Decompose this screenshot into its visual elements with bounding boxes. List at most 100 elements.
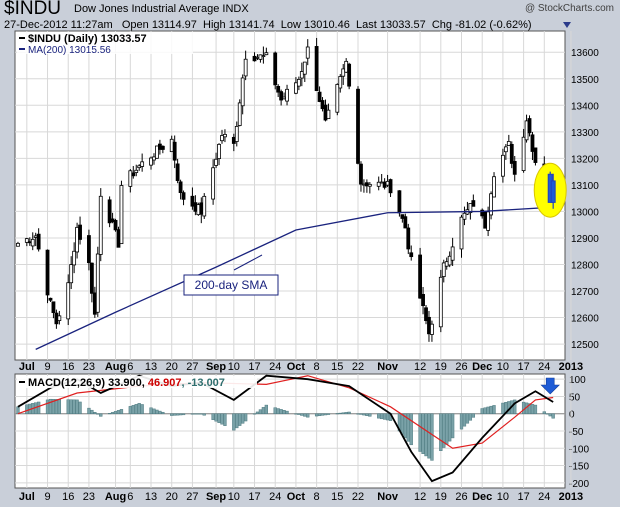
candle-body <box>214 158 218 166</box>
histogram-bar <box>202 413 206 416</box>
candle-body <box>223 133 227 138</box>
histogram-bar <box>152 408 156 414</box>
macd-legend: MACD(12,26,9) 33.900, 46.907, -13.007 <box>17 376 257 389</box>
candle-body <box>527 118 532 134</box>
histogram-bar <box>480 408 484 414</box>
histogram-bar <box>409 413 413 446</box>
histogram-bar <box>199 413 203 415</box>
x-tick-label-macd: Aug <box>105 491 126 503</box>
quote-date: 27-Dec-2012 11:27am <box>4 19 113 31</box>
candle-body <box>509 143 514 164</box>
price-tick-label: 13300 <box>571 128 599 139</box>
candle-body <box>397 190 402 214</box>
histogram-bar <box>320 413 325 416</box>
candle-body <box>314 46 319 92</box>
price-tick-label: 12600 <box>571 314 599 325</box>
candle-body <box>364 182 369 187</box>
histogram-bar <box>400 413 405 435</box>
candle-body <box>95 253 100 313</box>
histogram-bar <box>220 413 224 425</box>
macd-legend-bg <box>17 376 257 388</box>
candles <box>16 37 556 342</box>
x-tick-label-macd: 19 <box>435 491 447 503</box>
x-tick-label-macd: 22 <box>352 491 364 503</box>
candle-body <box>234 125 239 142</box>
histogram-bar <box>181 413 186 416</box>
histogram-bar <box>273 407 277 414</box>
x-tick-label-macd: 10 <box>228 491 240 503</box>
candle-body <box>172 141 177 161</box>
last-value: 13033.57 <box>379 19 426 31</box>
histogram-bar <box>445 413 449 445</box>
x-tick-label-macd: 15 <box>331 491 343 503</box>
down-arrow-icon <box>540 377 560 395</box>
candle-body <box>524 120 529 141</box>
candle-body <box>202 195 207 217</box>
price-tick-label: 13500 <box>571 75 599 86</box>
histogram-bar <box>548 413 552 417</box>
low-label: Low <box>280 19 301 31</box>
x-tick-label-price: 20 <box>166 361 178 373</box>
histogram-bar <box>344 412 348 414</box>
candle-body <box>471 200 476 207</box>
candle-body <box>273 52 278 86</box>
candle-body <box>193 202 198 212</box>
histogram-bar <box>128 406 132 414</box>
histogram-bar <box>471 413 475 418</box>
x-tick-label-macd: 16 <box>62 491 74 503</box>
candle-body <box>89 262 94 294</box>
histogram-bar <box>190 413 195 415</box>
histogram-bar <box>252 413 257 415</box>
candle-body <box>347 63 352 87</box>
candle-body <box>116 229 121 248</box>
candle-body <box>178 181 183 194</box>
candle-body <box>486 211 491 231</box>
candle-body <box>16 242 20 247</box>
macd-tick-label: -100 <box>569 444 589 455</box>
histogram-bar <box>90 409 94 414</box>
histogram-bar <box>170 413 174 416</box>
candle-body <box>376 181 381 187</box>
histogram-bar <box>418 413 422 452</box>
x-tick-label-price: Nov <box>377 361 399 373</box>
histogram-bar <box>314 413 319 417</box>
histogram-bar <box>211 413 215 420</box>
candle-body <box>24 238 29 243</box>
histogram-bar <box>131 405 135 414</box>
x-tick-label-price: 22 <box>352 361 364 373</box>
candle-body <box>506 141 511 146</box>
candle-body <box>33 235 38 238</box>
last-label: Last <box>355 19 377 31</box>
macd-line <box>17 374 554 483</box>
candle-body <box>30 238 35 247</box>
candle-body <box>137 165 142 169</box>
price-tick-label: 13100 <box>571 181 599 192</box>
chg-value: -81.02 (-0.62%) <box>455 19 532 31</box>
histogram-bar <box>75 399 79 414</box>
histogram-bar <box>300 413 304 416</box>
x-tick-label-macd: 9 <box>44 491 50 503</box>
candle-body <box>240 77 245 107</box>
macd-tick-label: -50 <box>569 427 584 438</box>
legend-bg <box>17 32 193 54</box>
dropdown-triangle-icon[interactable] <box>563 22 571 28</box>
candle-body <box>157 143 162 150</box>
candle-body <box>45 249 50 296</box>
histogram-bar <box>37 401 41 414</box>
candle-body <box>78 224 82 240</box>
histogram-bar <box>116 410 121 414</box>
candle-body <box>302 61 307 75</box>
histogram-bar <box>380 413 384 420</box>
candle-body <box>359 163 363 185</box>
histogram-bar <box>99 413 103 417</box>
candle-body <box>66 282 71 320</box>
macd-tick-label: 50 <box>569 392 581 403</box>
candle-body <box>489 193 493 216</box>
candle-body <box>338 76 343 89</box>
histogram-bar <box>261 407 266 414</box>
candle-body <box>110 218 115 223</box>
candle-body <box>54 312 59 325</box>
candle-body <box>468 203 473 214</box>
histogram-bar <box>173 413 177 416</box>
low-value: 13010.46 <box>303 19 350 31</box>
